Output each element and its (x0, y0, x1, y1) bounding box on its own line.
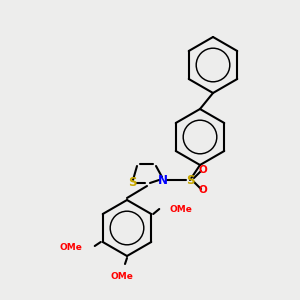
Text: N: N (158, 173, 168, 187)
Text: S: S (128, 176, 136, 190)
Text: OMe: OMe (169, 205, 192, 214)
Text: OMe: OMe (111, 272, 134, 281)
Text: O: O (199, 185, 207, 195)
Text: O: O (199, 165, 207, 175)
Text: S: S (186, 173, 194, 187)
Text: OMe: OMe (60, 242, 83, 251)
